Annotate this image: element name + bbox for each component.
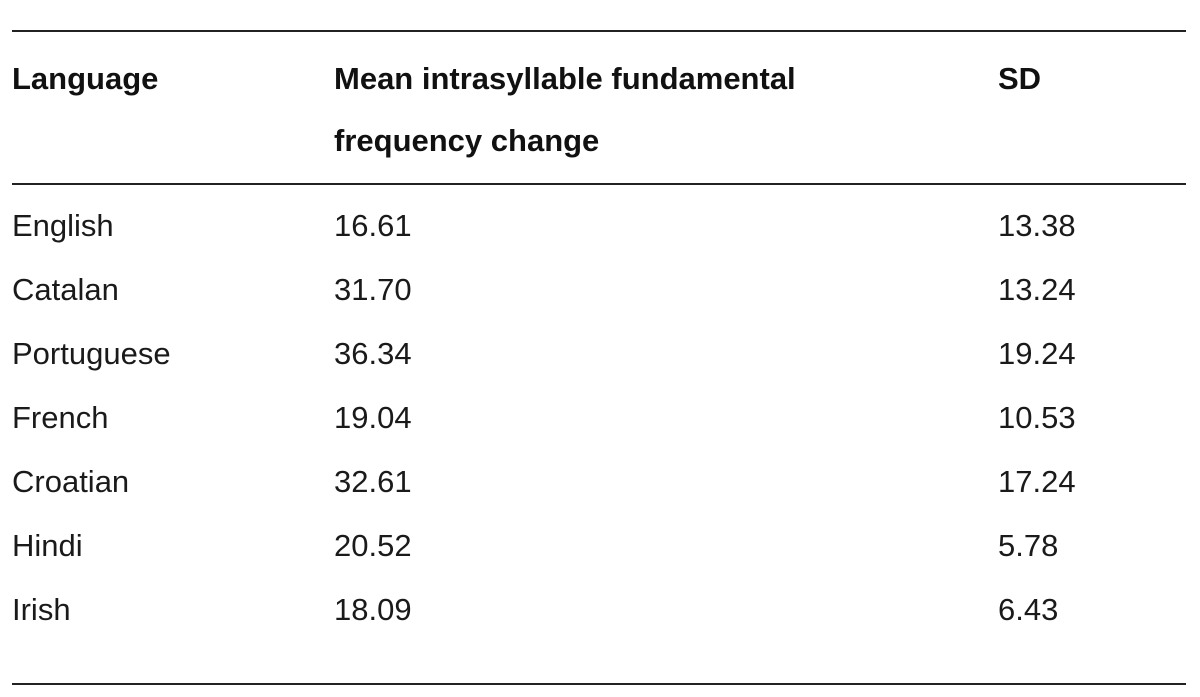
cell-mean: 18.09 bbox=[334, 592, 412, 627]
cell-language: English bbox=[12, 208, 114, 243]
table-row: English 16.61 13.38 bbox=[0, 208, 1200, 274]
cell-language: Croatian bbox=[12, 464, 130, 499]
cell-mean: 19.04 bbox=[334, 400, 412, 435]
cell-mean: 20.52 bbox=[334, 528, 412, 563]
cell-language: Irish bbox=[12, 592, 71, 627]
table-row: Portuguese 36.34 19.24 bbox=[0, 336, 1200, 402]
header-sd: SD bbox=[998, 61, 1042, 96]
table-row: Irish 18.09 6.43 bbox=[0, 592, 1200, 658]
table-body: English 16.61 13.38 Catalan 31.70 13.24 … bbox=[0, 208, 1200, 658]
cell-mean: 31.70 bbox=[334, 272, 412, 307]
cell-language: Catalan bbox=[12, 272, 119, 307]
header-language: Language bbox=[12, 61, 159, 96]
header-rule bbox=[12, 183, 1186, 185]
bottom-rule bbox=[12, 683, 1186, 685]
cell-mean: 32.61 bbox=[334, 464, 412, 499]
cell-language: French bbox=[12, 400, 109, 435]
cell-language: Hindi bbox=[12, 528, 83, 563]
cell-sd: 17.24 bbox=[998, 464, 1076, 499]
cell-sd: 6.43 bbox=[998, 592, 1059, 627]
table-row: Croatian 32.61 17.24 bbox=[0, 464, 1200, 530]
cell-mean: 36.34 bbox=[334, 336, 412, 371]
cell-sd: 5.78 bbox=[998, 528, 1059, 563]
table-row: French 19.04 10.53 bbox=[0, 400, 1200, 466]
table-row: Catalan 31.70 13.24 bbox=[0, 272, 1200, 338]
cell-mean: 16.61 bbox=[334, 208, 412, 243]
cell-sd: 13.24 bbox=[998, 272, 1076, 307]
cell-sd: 13.38 bbox=[998, 208, 1076, 243]
cell-sd: 19.24 bbox=[998, 336, 1076, 371]
top-rule bbox=[12, 30, 1186, 32]
header-mean-f0-change: Mean intrasyllable fundamental frequency… bbox=[334, 61, 796, 158]
cell-sd: 10.53 bbox=[998, 400, 1076, 435]
table-row: Hindi 20.52 5.78 bbox=[0, 528, 1200, 594]
cell-language: Portuguese bbox=[12, 336, 171, 371]
